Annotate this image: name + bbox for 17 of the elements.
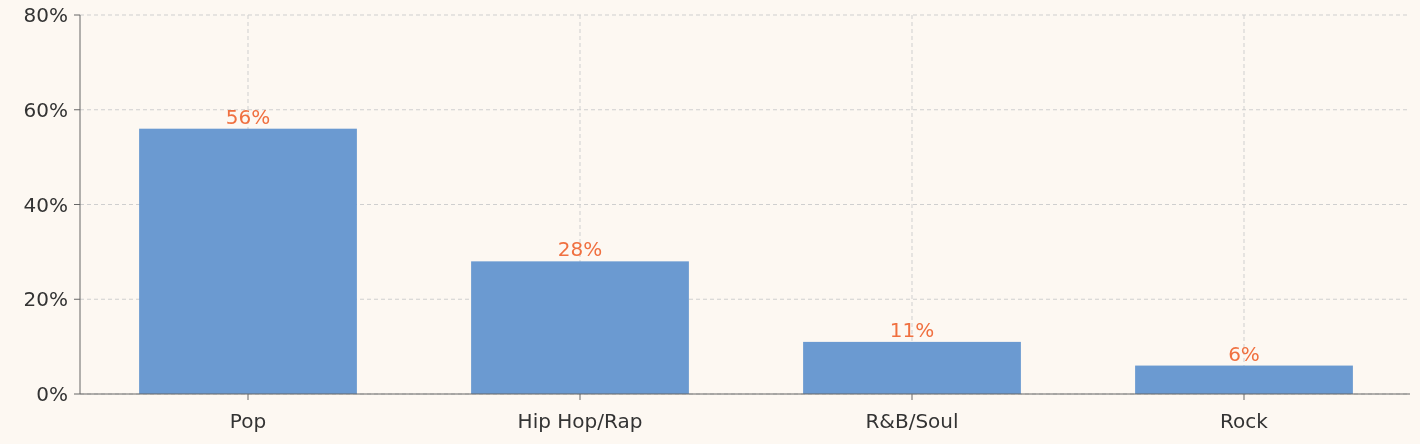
bar <box>803 341 1021 394</box>
y-tick-label: 0% <box>36 382 68 406</box>
data-label: 28% <box>557 237 603 262</box>
x-tick-label: Rock <box>1220 409 1269 433</box>
x-tick-label: R&B/Soul <box>865 409 959 433</box>
y-tick-label: 40% <box>23 192 68 217</box>
y-tick-label: 20% <box>23 287 68 312</box>
bar <box>1135 365 1353 394</box>
x-tick-label: Hip Hop/Rap <box>517 409 643 433</box>
x-tick-label: Pop <box>229 409 267 433</box>
y-tick-label: 80% <box>23 3 68 27</box>
data-label: 56% <box>225 104 271 129</box>
bar <box>471 261 689 394</box>
data-label: 6% <box>1228 341 1260 366</box>
data-label: 11% <box>889 317 935 342</box>
y-tick-label: 60% <box>23 97 68 122</box>
bar <box>139 128 357 394</box>
